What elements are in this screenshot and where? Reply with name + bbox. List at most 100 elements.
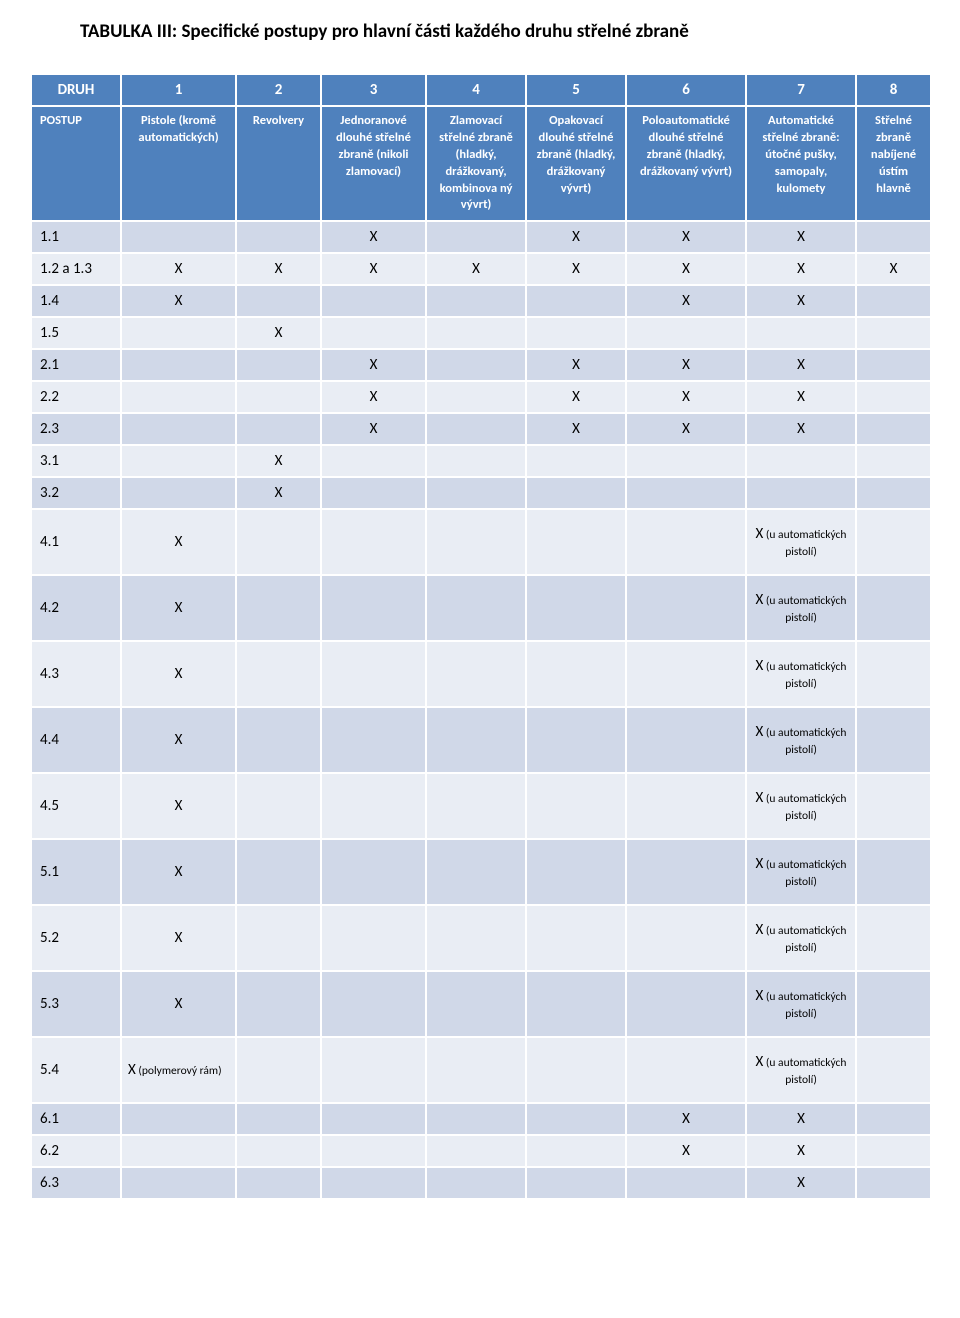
table-cell <box>236 285 321 317</box>
table-cell: X <box>121 253 236 285</box>
table-cell <box>426 707 526 773</box>
table-row: 5.3XX (u automatických pistolí) <box>31 971 931 1037</box>
table-cell <box>321 1103 426 1135</box>
table-cell <box>121 221 236 253</box>
table-cell <box>856 509 931 575</box>
row-label: 1.4 <box>31 285 121 317</box>
table-cell <box>526 1037 626 1103</box>
row-label: 4.1 <box>31 509 121 575</box>
row-label: 2.1 <box>31 349 121 381</box>
table-cell <box>526 317 626 349</box>
table-cell: X <box>121 839 236 905</box>
table-cell <box>121 317 236 349</box>
table-cell <box>321 971 426 1037</box>
table-cell <box>236 221 321 253</box>
table-cell <box>426 971 526 1037</box>
table-cell: X <box>321 221 426 253</box>
table-cell: X <box>321 349 426 381</box>
table-cell: X <box>746 349 856 381</box>
row-label: 2.3 <box>31 413 121 445</box>
table-cell <box>236 575 321 641</box>
table-row: 1.4XXX <box>31 285 931 317</box>
table-cell <box>426 1135 526 1167</box>
table-cell: X <box>626 253 746 285</box>
table-cell: X <box>746 1103 856 1135</box>
table-cell: X (u automatických pistolí) <box>746 641 856 707</box>
table-row: 4.1XX (u automatických pistolí) <box>31 509 931 575</box>
table-cell <box>526 905 626 971</box>
row-label: 5.3 <box>31 971 121 1037</box>
table-cell: X <box>121 707 236 773</box>
table-cell <box>746 445 856 477</box>
table-cell <box>626 773 746 839</box>
procedures-table: DRUH12345678 POSTUPPistole (kromě automa… <box>30 73 932 1200</box>
table-cell <box>526 509 626 575</box>
row-label: 4.2 <box>31 575 121 641</box>
table-cell <box>236 707 321 773</box>
table-cell <box>321 1135 426 1167</box>
header-col-desc: Střelné zbraně nabíjené ústím hlavně <box>856 106 931 221</box>
table-cell <box>626 839 746 905</box>
table-cell: X (polymerový rám) <box>121 1037 236 1103</box>
header-col-desc: Poloautomatické dlouhé střelné zbraně (h… <box>626 106 746 221</box>
row-label: 4.3 <box>31 641 121 707</box>
row-label: 4.5 <box>31 773 121 839</box>
table-cell: X <box>121 641 236 707</box>
table-cell <box>426 1037 526 1103</box>
table-row: 1.5X <box>31 317 931 349</box>
table-cell <box>856 1167 931 1199</box>
table-cell <box>856 839 931 905</box>
table-cell <box>321 477 426 509</box>
table-cell <box>236 381 321 413</box>
table-row: 4.4XX (u automatických pistolí) <box>31 707 931 773</box>
header-druh: DRUH <box>31 74 121 106</box>
table-cell <box>526 839 626 905</box>
table-cell: X <box>746 1135 856 1167</box>
table-row: 4.5XX (u automatických pistolí) <box>31 773 931 839</box>
table-cell <box>526 1167 626 1199</box>
table-cell: X <box>526 253 626 285</box>
table-cell <box>426 641 526 707</box>
table-cell <box>236 1167 321 1199</box>
table-cell: X <box>121 575 236 641</box>
table-cell <box>121 413 236 445</box>
table-cell <box>626 641 746 707</box>
table-cell <box>856 575 931 641</box>
table-cell <box>626 509 746 575</box>
table-cell <box>856 349 931 381</box>
table-cell <box>236 905 321 971</box>
header-col-desc: Opakovací dlouhé střelné zbraně (hladký,… <box>526 106 626 221</box>
table-cell <box>626 477 746 509</box>
row-label: 5.4 <box>31 1037 121 1103</box>
table-row: 5.4X (polymerový rám)X (u automatických … <box>31 1037 931 1103</box>
table-cell: X <box>121 773 236 839</box>
row-label: 1.1 <box>31 221 121 253</box>
table-cell: X <box>746 253 856 285</box>
header-col-num: 7 <box>746 74 856 106</box>
table-cell <box>426 317 526 349</box>
table-cell <box>856 445 931 477</box>
table-cell: X <box>526 381 626 413</box>
table-cell <box>426 413 526 445</box>
row-label: 6.3 <box>31 1167 121 1199</box>
table-cell <box>526 971 626 1037</box>
table-row: 6.2XX <box>31 1135 931 1167</box>
table-cell <box>426 509 526 575</box>
row-label: 3.2 <box>31 477 121 509</box>
table-cell <box>626 1037 746 1103</box>
table-cell <box>856 905 931 971</box>
table-row: 2.2XXXX <box>31 381 931 413</box>
row-label: 5.2 <box>31 905 121 971</box>
table-cell <box>236 971 321 1037</box>
row-label: 6.2 <box>31 1135 121 1167</box>
table-cell <box>526 773 626 839</box>
table-header-row-2: POSTUPPistole (kromě automatických)Revol… <box>31 106 931 221</box>
table-cell: X <box>236 477 321 509</box>
table-row: 3.2 X <box>31 477 931 509</box>
table-cell <box>321 317 426 349</box>
table-cell <box>236 509 321 575</box>
header-col-desc: Jednoranové dlouhé střelné zbraně (nikol… <box>321 106 426 221</box>
table-cell <box>236 1135 321 1167</box>
table-cell: X <box>626 349 746 381</box>
row-label: 6.1 <box>31 1103 121 1135</box>
